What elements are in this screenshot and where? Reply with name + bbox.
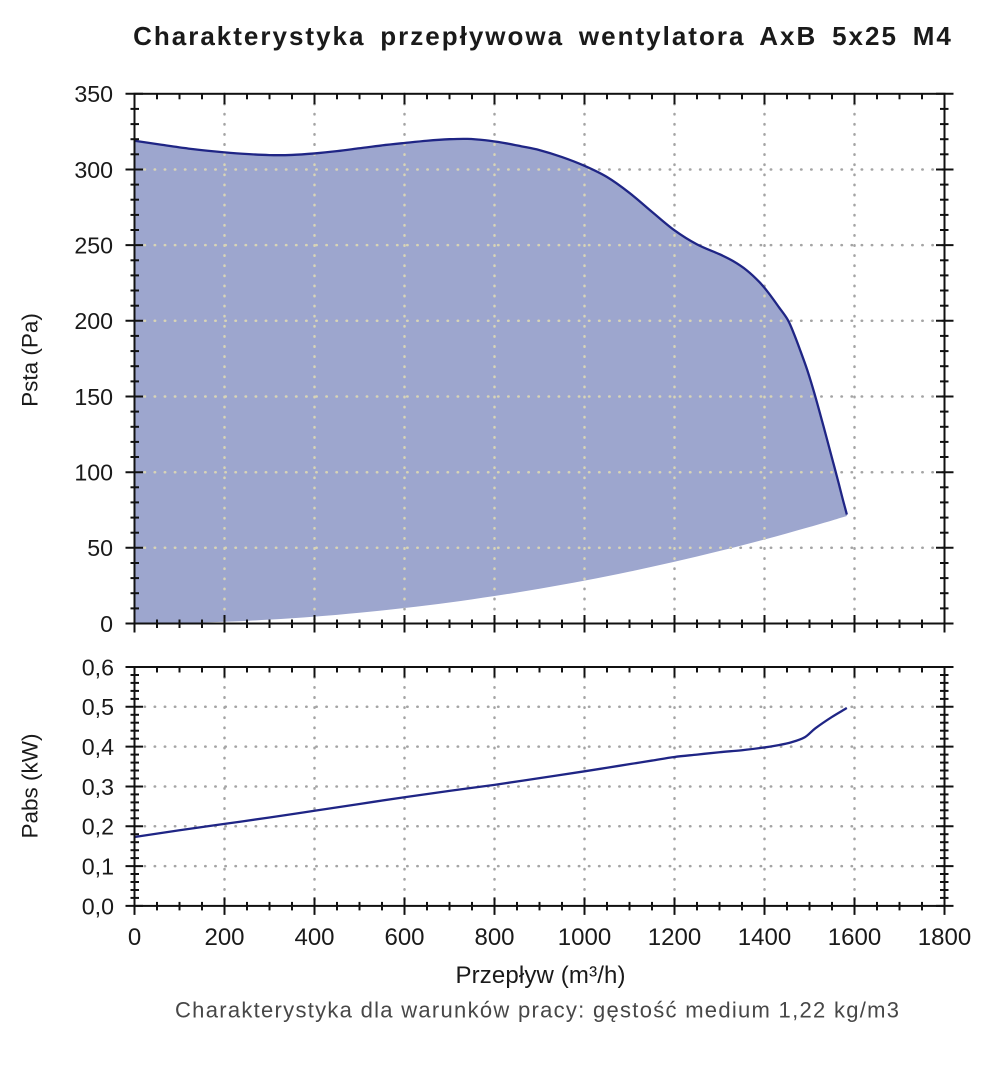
svg-text:300: 300 — [74, 157, 113, 183]
svg-text:1200: 1200 — [648, 924, 701, 951]
svg-text:1600: 1600 — [828, 924, 881, 951]
svg-text:0: 0 — [128, 924, 141, 951]
svg-text:150: 150 — [74, 384, 113, 410]
svg-text:0,0: 0,0 — [82, 893, 114, 919]
svg-text:600: 600 — [384, 924, 424, 951]
svg-text:0,4: 0,4 — [82, 734, 114, 760]
svg-text:Charakterystyka przepływowa we: Charakterystyka przepływowa wentylatora … — [133, 21, 953, 51]
svg-text:250: 250 — [74, 233, 113, 259]
svg-text:Przepływ (m³/h): Przepływ (m³/h) — [456, 962, 626, 989]
svg-text:0,6: 0,6 — [82, 654, 114, 680]
svg-text:0,3: 0,3 — [82, 774, 114, 800]
svg-text:400: 400 — [294, 924, 334, 951]
svg-text:350: 350 — [74, 81, 113, 107]
svg-text:200: 200 — [74, 308, 113, 334]
svg-text:100: 100 — [74, 460, 113, 486]
svg-text:1000: 1000 — [558, 924, 611, 951]
svg-text:Psta (Pa): Psta (Pa) — [18, 313, 43, 407]
svg-text:Charakterystyka dla warunków p: Charakterystyka dla warunków pracy: gęst… — [175, 998, 899, 1023]
svg-text:1400: 1400 — [738, 924, 791, 951]
svg-text:Pabs (kW): Pabs (kW) — [18, 733, 43, 838]
svg-text:0,2: 0,2 — [82, 814, 114, 840]
svg-text:0,5: 0,5 — [82, 694, 114, 720]
svg-text:50: 50 — [87, 535, 113, 561]
svg-text:800: 800 — [474, 924, 514, 951]
svg-text:1800: 1800 — [918, 924, 971, 951]
svg-text:0: 0 — [100, 611, 113, 637]
svg-text:0,1: 0,1 — [82, 854, 114, 880]
svg-text:200: 200 — [204, 924, 244, 951]
